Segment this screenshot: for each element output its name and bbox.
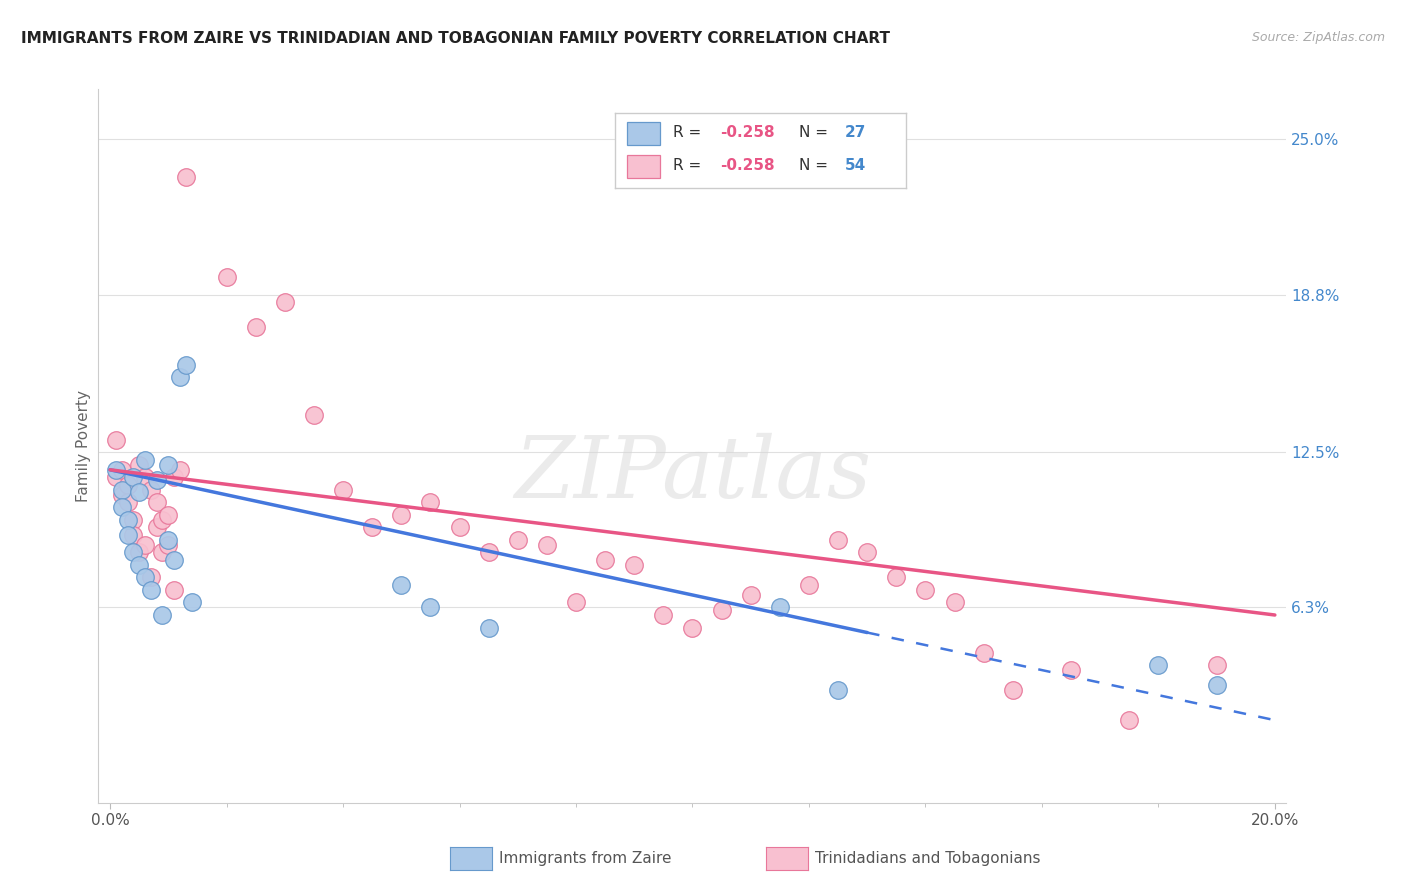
Point — [1001, 683, 1024, 698]
Point — [302, 408, 325, 422]
Point — [652, 607, 675, 622]
Point — [104, 470, 127, 484]
FancyBboxPatch shape — [627, 122, 661, 145]
Point — [111, 488, 134, 502]
Text: R =: R = — [673, 126, 707, 140]
Point — [152, 545, 174, 559]
Point — [157, 458, 180, 472]
Point — [245, 320, 267, 334]
Point — [163, 470, 186, 484]
Point — [681, 621, 703, 635]
Point — [361, 520, 384, 534]
Point — [710, 603, 733, 617]
Text: Trinidadians and Tobagonians: Trinidadians and Tobagonians — [815, 851, 1040, 865]
Point — [169, 370, 191, 384]
Point — [169, 463, 191, 477]
Point — [139, 570, 162, 584]
Point — [122, 513, 145, 527]
Point — [145, 520, 167, 534]
Point — [134, 470, 156, 484]
Point — [117, 528, 139, 542]
Text: 54: 54 — [845, 159, 866, 173]
Point — [593, 553, 616, 567]
Point — [419, 495, 441, 509]
Point — [117, 513, 139, 527]
Point — [943, 595, 966, 609]
Point — [122, 528, 145, 542]
Text: N =: N = — [799, 159, 832, 173]
Point — [174, 169, 197, 184]
Point — [152, 513, 174, 527]
Point — [1060, 663, 1083, 677]
Point — [163, 553, 186, 567]
Point — [215, 270, 238, 285]
Point — [797, 578, 820, 592]
Text: N =: N = — [799, 126, 832, 140]
Text: 27: 27 — [845, 126, 866, 140]
Point — [1205, 678, 1227, 692]
Point — [157, 533, 180, 547]
Point — [478, 545, 501, 559]
Point — [128, 545, 150, 559]
Point — [174, 358, 197, 372]
Point — [152, 607, 174, 622]
Point — [157, 508, 180, 522]
Point — [769, 600, 792, 615]
Point — [884, 570, 907, 584]
Point — [111, 483, 134, 497]
Point — [134, 452, 156, 467]
Point — [111, 463, 134, 477]
Point — [1205, 658, 1227, 673]
Text: Source: ZipAtlas.com: Source: ZipAtlas.com — [1251, 31, 1385, 45]
Point — [163, 582, 186, 597]
Point — [104, 463, 127, 477]
Point — [856, 545, 879, 559]
Point — [565, 595, 588, 609]
Point — [117, 478, 139, 492]
FancyBboxPatch shape — [627, 155, 661, 178]
Point — [180, 595, 202, 609]
Point — [478, 621, 501, 635]
Point — [128, 485, 150, 500]
Point — [122, 545, 145, 559]
Y-axis label: Family Poverty: Family Poverty — [76, 390, 91, 502]
Point — [111, 500, 134, 515]
Point — [139, 483, 162, 497]
Point — [827, 533, 849, 547]
Point — [449, 520, 471, 534]
Point — [122, 470, 145, 484]
Text: R =: R = — [673, 159, 707, 173]
Point — [1118, 713, 1140, 727]
Text: IMMIGRANTS FROM ZAIRE VS TRINIDADIAN AND TOBAGONIAN FAMILY POVERTY CORRELATION C: IMMIGRANTS FROM ZAIRE VS TRINIDADIAN AND… — [21, 31, 890, 46]
Point — [139, 582, 162, 597]
Point — [157, 538, 180, 552]
Point — [332, 483, 354, 497]
Point — [128, 558, 150, 572]
Point — [104, 433, 127, 447]
Point — [536, 538, 558, 552]
Point — [1147, 658, 1170, 673]
Point — [274, 295, 297, 310]
Point — [623, 558, 645, 572]
Point — [134, 538, 156, 552]
Point — [973, 646, 995, 660]
Point — [145, 473, 167, 487]
Point — [117, 495, 139, 509]
Point — [389, 508, 412, 522]
Text: ZIPatlas: ZIPatlas — [513, 434, 872, 516]
Point — [389, 578, 412, 592]
Point — [419, 600, 441, 615]
Point — [914, 582, 936, 597]
Point — [506, 533, 529, 547]
Point — [128, 458, 150, 472]
Point — [134, 570, 156, 584]
Point — [145, 495, 167, 509]
Point — [740, 588, 762, 602]
Text: -0.258: -0.258 — [720, 126, 775, 140]
Text: -0.258: -0.258 — [720, 159, 775, 173]
Point — [827, 683, 849, 698]
Text: Immigrants from Zaire: Immigrants from Zaire — [499, 851, 672, 865]
